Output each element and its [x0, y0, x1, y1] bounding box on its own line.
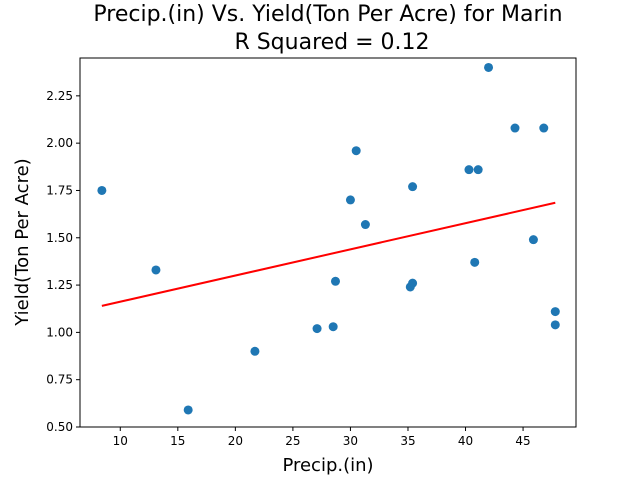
regression-line: [101, 201, 556, 307]
data-point: [97, 185, 107, 195]
data-point: [464, 165, 474, 175]
data-point: [550, 320, 560, 330]
data-point: [330, 276, 340, 286]
y-tick-label: 0.75: [46, 373, 73, 387]
data-point: [360, 220, 370, 230]
x-tick-label: 30: [343, 434, 358, 448]
x-tick-label: 10: [113, 434, 128, 448]
data-point: [484, 62, 494, 72]
y-tick-label: 1.25: [46, 278, 73, 292]
y-tick-label: 2.00: [46, 136, 73, 150]
data-point: [408, 278, 418, 288]
scatter-points-layer: [97, 62, 560, 415]
data-point: [539, 123, 549, 133]
data-point: [408, 182, 418, 192]
data-point: [470, 257, 480, 267]
y-tick-label: 0.50: [46, 420, 73, 434]
data-point: [473, 165, 483, 175]
y-tick-label: 2.25: [46, 89, 73, 103]
chart-subtitle: R Squared = 0.12: [234, 30, 429, 55]
x-tick-label: 35: [400, 434, 415, 448]
data-point: [351, 146, 361, 156]
x-tick-label: 20: [228, 434, 243, 448]
plot-area: [80, 58, 576, 427]
data-point: [183, 405, 193, 415]
y-axis-label: Yield(Ton Per Acre): [12, 158, 33, 326]
regression-line-layer: [101, 201, 556, 307]
data-point: [550, 307, 560, 317]
data-point: [528, 235, 538, 245]
x-tick-label: 45: [515, 434, 530, 448]
data-point: [250, 346, 260, 356]
x-tick-label: 40: [458, 434, 473, 448]
data-point: [510, 123, 520, 133]
y-tick-label: 1.75: [46, 183, 73, 197]
data-point: [151, 265, 161, 275]
data-point: [328, 322, 338, 332]
y-tick-label: 1.50: [46, 231, 73, 245]
data-point: [345, 195, 355, 205]
data-point: [312, 324, 322, 334]
y-axis-ticks: 0.50 0.75 1.00 1.25 1.50 1.75 2.00 2.25: [46, 89, 80, 434]
x-axis-label: Precip.(in): [282, 455, 373, 476]
y-tick-label: 1.00: [46, 325, 73, 339]
x-axis-ticks: 10 15 20 25 30 35 40 45: [113, 427, 531, 448]
plot-frame: [79, 57, 577, 428]
x-tick-label: 15: [170, 434, 185, 448]
x-tick-label: 25: [285, 434, 300, 448]
chart-title: Precip.(in) Vs. Yield(Ton Per Acre) for …: [93, 2, 562, 27]
